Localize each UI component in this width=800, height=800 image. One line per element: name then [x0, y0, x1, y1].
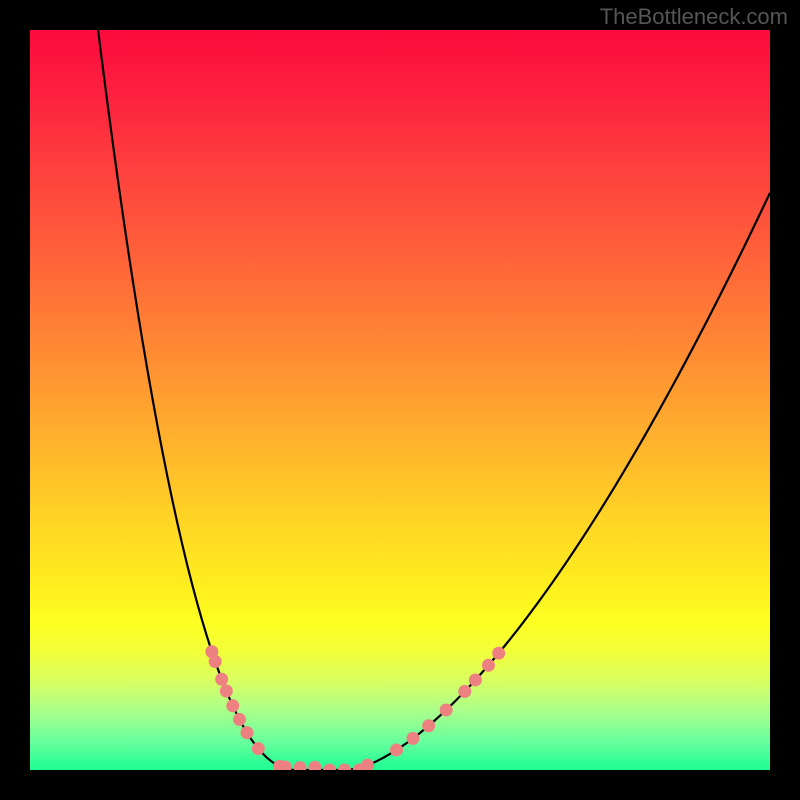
data-point — [390, 743, 403, 756]
data-point — [458, 685, 471, 698]
watermark: TheBottleneck.com — [600, 4, 788, 30]
chart-plot-area — [30, 30, 770, 770]
data-point — [422, 719, 435, 732]
data-point — [406, 732, 419, 745]
data-point — [252, 742, 265, 755]
data-point — [240, 726, 253, 739]
data-point — [294, 761, 307, 770]
bottleneck-curve — [98, 30, 770, 770]
chart-svg-overlay — [30, 30, 770, 770]
data-point — [308, 761, 321, 770]
data-point — [492, 647, 505, 660]
data-point — [209, 655, 222, 668]
data-point — [226, 699, 239, 712]
data-point — [233, 713, 246, 726]
data-point — [361, 759, 374, 770]
data-point — [440, 703, 453, 716]
data-point — [338, 764, 351, 771]
data-point — [215, 673, 228, 686]
data-point — [482, 659, 495, 672]
data-point — [469, 673, 482, 686]
data-point — [220, 685, 233, 698]
data-point — [323, 764, 336, 771]
